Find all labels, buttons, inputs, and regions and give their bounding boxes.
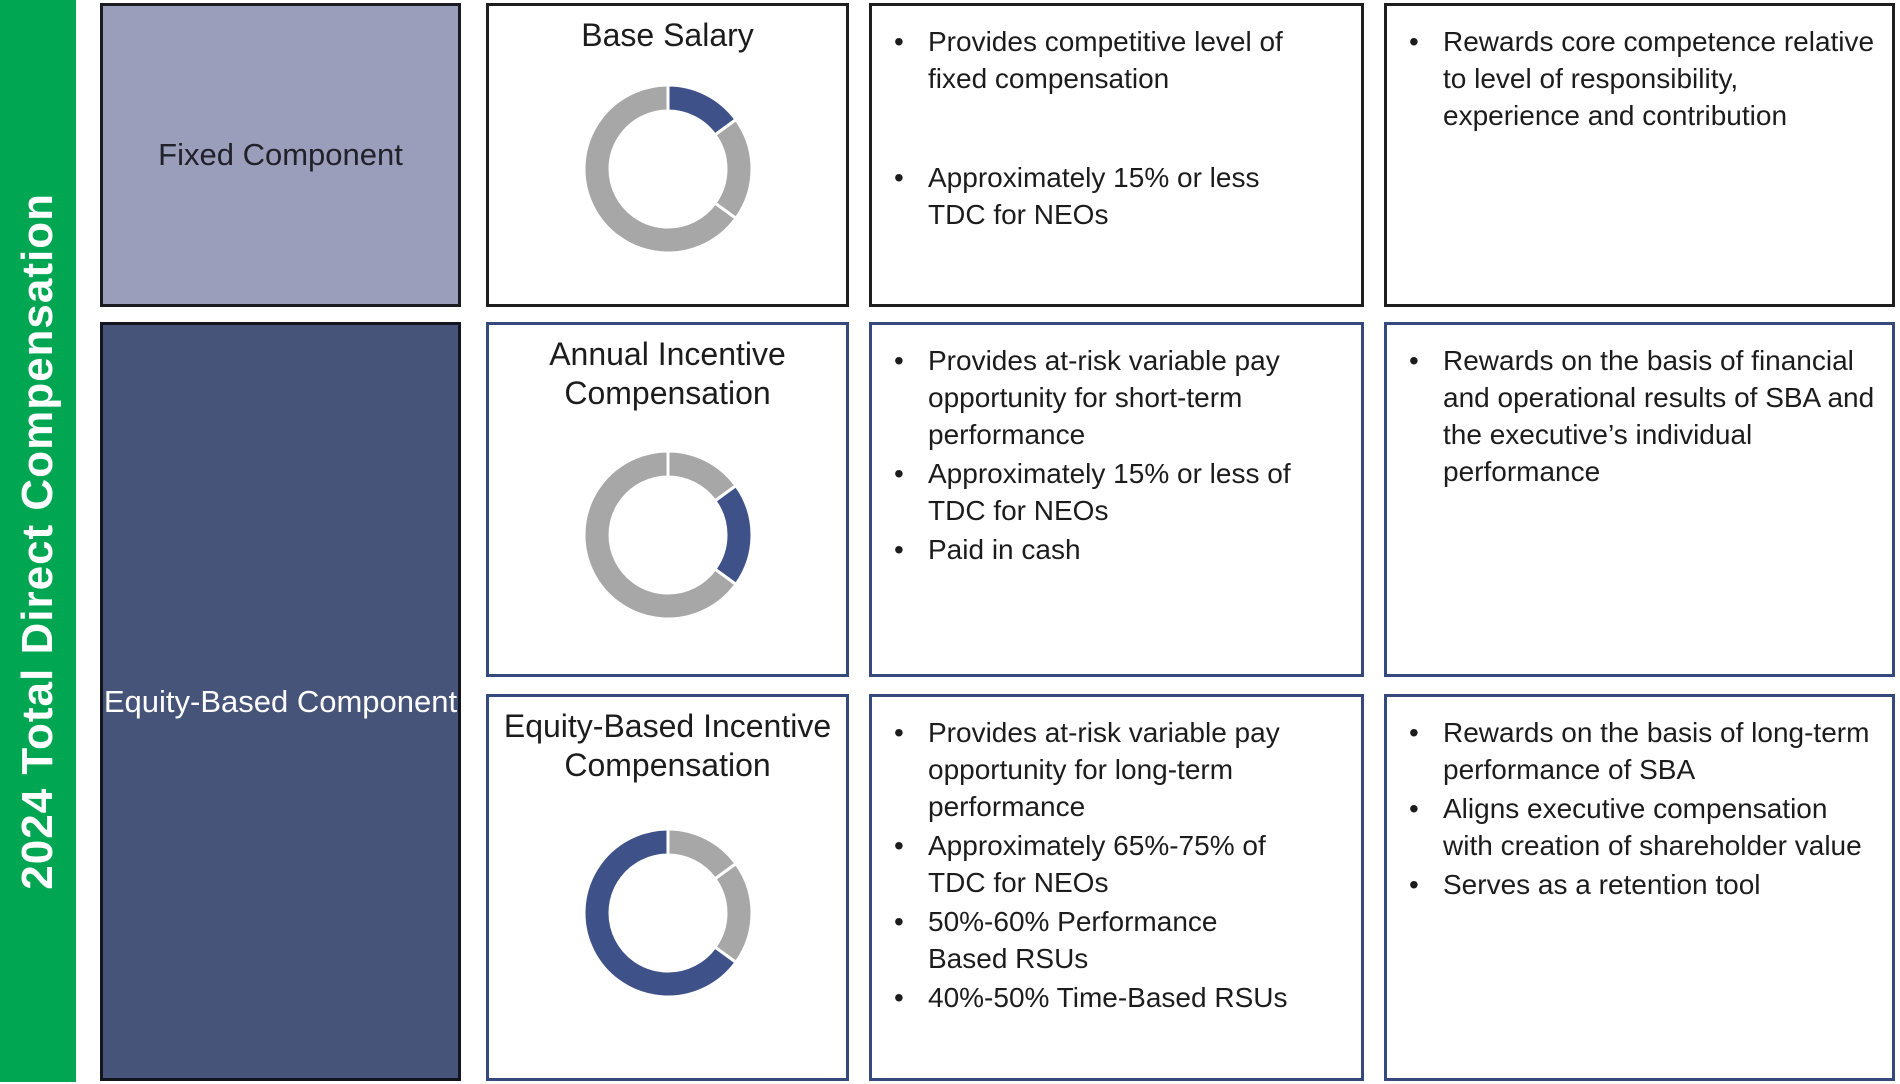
bullet-item: • Serves as a retention tool [1403, 867, 1878, 904]
bullet-item: • Approximately 65%-75% of TDC for NEOs [888, 828, 1301, 902]
bullet-item: • Approximately 15% or less TDC for NEOs [888, 160, 1301, 234]
purpose-cell-annual-incentive: • Provides at-risk variable pay opportuni… [869, 322, 1364, 677]
bullet-dot: • [894, 829, 904, 861]
bullet-text: 50%-60% Performance Based RSUs [928, 905, 1218, 974]
chart-cell-equity-incentive: Equity-Based Incentive Compensation [486, 694, 849, 1081]
donut-chart-equity-incentive [580, 825, 756, 1006]
bullet-dot: • [894, 161, 904, 193]
rewards-cell-equity-incentive: • Rewards on the basis of long-term perfo… [1384, 694, 1895, 1081]
donut-chart-base-salary [580, 81, 756, 262]
bullet-dot: • [894, 717, 904, 748]
sidebar-title: 2024 Total Direct Compensation [13, 192, 62, 890]
donut-segment [582, 449, 738, 621]
bullet-item: • Rewards core competence relative to lev… [1403, 24, 1878, 135]
bullet-item: • Rewards on the basis of long-term perfo… [1403, 715, 1878, 789]
donut-segment-highlighted [712, 483, 753, 587]
equity-component-label: Equity-Based Component [103, 683, 458, 719]
rewards-cell-annual-incentive: • Rewards on the basis of financial and o… [1384, 322, 1895, 677]
bullet-text: Provides competitive level of fixed comp… [928, 26, 1283, 94]
bullet-text: Aligns executive compensation with creat… [1443, 792, 1862, 861]
bullet-text: Approximately 15% or less TDC for NEOs [928, 161, 1260, 230]
bullet-item: • Provides at-risk variable pay opportuni… [888, 715, 1301, 826]
bullet-text: Approximately 15% or less of TDC for NEO… [928, 457, 1291, 526]
fixed-component-label: Fixed Component [158, 137, 403, 173]
bullet-dot: • [1409, 26, 1419, 57]
purpose-cell-equity-incentive: • Provides at-risk variable pay opportuni… [869, 694, 1364, 1081]
purpose-cell-base-salary: • Provides competitive level of fixed com… [869, 3, 1364, 307]
bullet-text: Rewards on the basis of financial and op… [1443, 345, 1875, 487]
bullet-item: • Provides at-risk variable pay opportuni… [888, 343, 1301, 454]
donut-segment [712, 117, 753, 221]
bullet-dot: • [1409, 717, 1419, 748]
chart-cell-annual-incentive: Annual Incentive Compensation [486, 322, 849, 677]
bullet-item: • 50%-60% Performance Based RSUs [888, 904, 1301, 978]
bullet-dot: • [1409, 345, 1419, 376]
chart-title-base-salary: Base Salary [581, 17, 754, 53]
bullet-item: • Provides competitive level of fixed com… [888, 24, 1301, 98]
bullet-dot: • [1409, 792, 1419, 824]
bullet-dot: • [894, 533, 904, 565]
rewards-cell-base-salary: • Rewards core competence relative to lev… [1384, 3, 1895, 307]
bullet-item: • Aligns executive compensation with crea… [1403, 791, 1878, 865]
bullet-text: Provides at-risk variable pay opportunit… [928, 717, 1280, 822]
bullet-item: • Paid in cash [888, 532, 1301, 569]
equity-component-box: Equity-Based Component [100, 322, 461, 1081]
bullet-text: Rewards core competence relative to leve… [1443, 26, 1875, 131]
bullet-dot: • [894, 345, 904, 376]
bullet-item: • Approximately 15% or less of TDC for NE… [888, 456, 1301, 530]
bullet-text: Serves as a retention tool [1443, 868, 1761, 900]
bullet-text: Approximately 65%-75% of TDC for NEOs [928, 829, 1266, 898]
chart-title-equity-incentive: Equity-Based Incentive Compensation [503, 708, 832, 784]
sidebar-banner: 2024 Total Direct Compensation [0, 0, 76, 1082]
donut-segment [712, 861, 753, 965]
bullet-dot: • [894, 905, 904, 937]
bullet-dot: • [894, 981, 904, 1013]
bullet-dot: • [1409, 868, 1419, 900]
bullet-text: Rewards on the basis of long-term perfor… [1443, 717, 1870, 785]
bullet-text: Paid in cash [928, 533, 1081, 565]
bullet-item: • 40%-50% Time-Based RSUs [888, 980, 1301, 1017]
bullet-dot: • [894, 26, 904, 57]
bullet-item: • Rewards on the basis of financial and o… [1403, 343, 1878, 491]
bullet-text: Provides at-risk variable pay opportunit… [928, 345, 1280, 450]
chart-cell-base-salary: Base Salary [486, 3, 849, 307]
donut-segment [582, 83, 738, 255]
bullet-text: 40%-50% Time-Based RSUs [928, 981, 1288, 1013]
fixed-component-box: Fixed Component [100, 3, 461, 307]
donut-chart-annual-incentive [580, 447, 756, 628]
chart-title-annual-incentive: Annual Incentive Compensation [549, 336, 786, 412]
bullet-dot: • [894, 457, 904, 489]
donut-segment-highlighted [582, 827, 738, 999]
